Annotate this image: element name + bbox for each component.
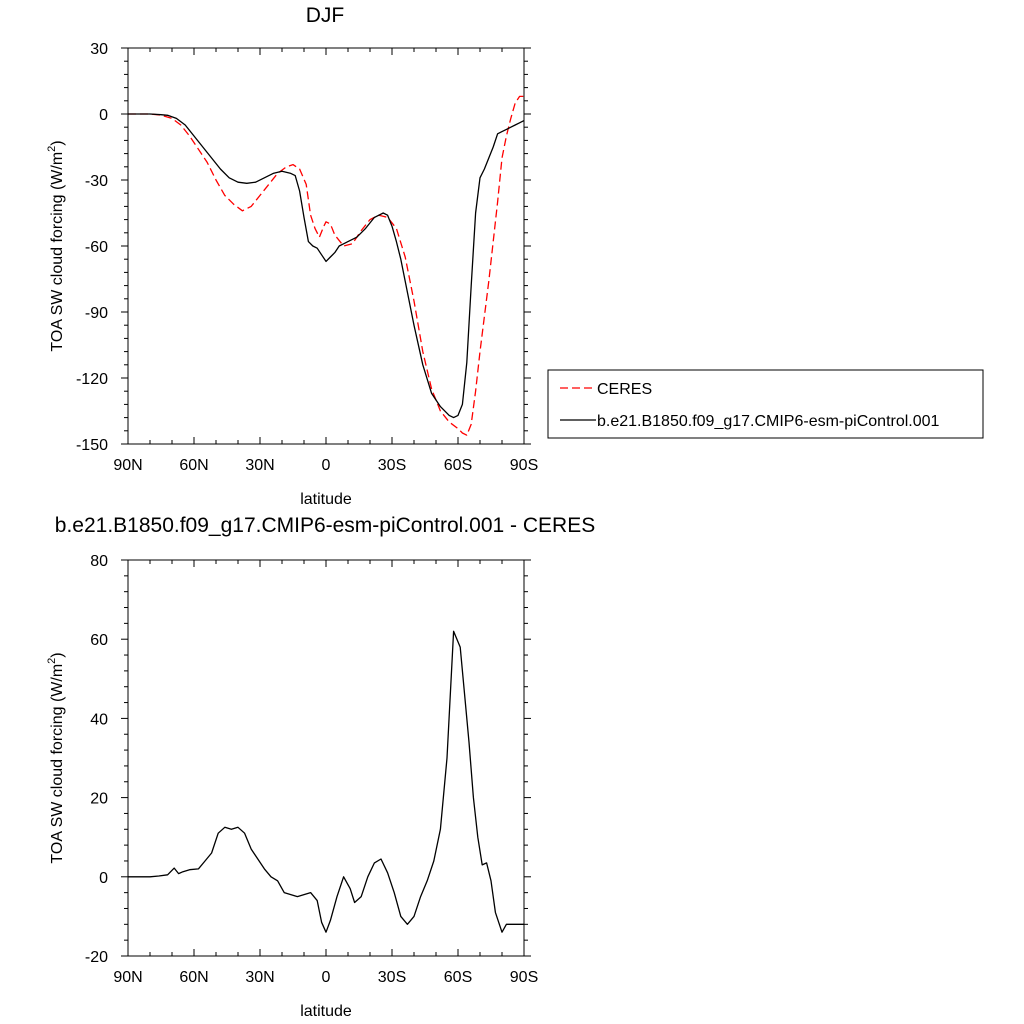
top-x-tick-label: 30S xyxy=(378,457,406,474)
bottom-y-tick-label: 0 xyxy=(99,870,108,887)
bottom-y-tick-label: 20 xyxy=(90,791,108,808)
legend-label-ceres: CERES xyxy=(597,381,652,398)
top-y-tick-label: -60 xyxy=(85,239,108,256)
legend-box xyxy=(547,369,984,439)
bottom-y-tick-label: 80 xyxy=(90,553,108,570)
top-legend: CERES b.e21.B1850.f09_g17.CMIP6-esm-piCo… xyxy=(547,369,984,439)
top-plot-area: 90N 60N 30N 0 30S 60S 90S 30 0 -30 -60 -90 -120 -150 xyxy=(76,41,538,474)
bottom-y-axis-label-end: ) xyxy=(49,652,66,657)
top-y-tick-label: -30 xyxy=(85,173,108,190)
top-x-tick-label: 90N xyxy=(113,457,142,474)
top-y-tick-label: 30 xyxy=(90,41,108,58)
bottom-x-tick-label: 0 xyxy=(322,969,331,986)
bottom-y-tick-label: -20 xyxy=(85,949,108,966)
top-y-axis-label-text: TOA SW cloud forcing (W/m xyxy=(49,152,66,352)
top-y-axis-label-end: ) xyxy=(49,140,66,145)
bottom-plot-area: 90N 60N 30N 0 30S 60S 90S 80 60 40 20 0 -20 xyxy=(85,553,538,986)
top-y-tick-label: -90 xyxy=(85,305,108,322)
legend-label-model: b.e21.B1850.f09_g17.CMIP6-esm-piControl.… xyxy=(597,413,940,430)
top-y-tick-label: 0 xyxy=(99,107,108,124)
top-series-line-b xyxy=(128,113,525,419)
bottom-plot-frame xyxy=(127,559,525,957)
top-x-tick-label: 60S xyxy=(444,457,472,474)
top-y-tick-label: -150 xyxy=(76,437,108,454)
bottom-y-axis-label: TOA SW cloud forcing (W/m2) xyxy=(46,652,66,863)
top-x-tick-label: 30N xyxy=(245,457,274,474)
bottom-chart-title: b.e21.B1850.f09_g17.CMIP6-esm-piControl.… xyxy=(55,514,595,537)
top-plot-frame xyxy=(127,47,525,445)
svg-text:TOA SW cloud forcing (W/m2): TOA SW cloud forcing (W/m2) xyxy=(46,140,66,351)
bottom-x-tick-label: 30S xyxy=(378,969,406,986)
bottom-series-line-difference xyxy=(128,630,524,933)
bottom-x-axis-label: latitude xyxy=(300,1003,352,1020)
bottom-x-tick-label: 30N xyxy=(245,969,274,986)
top-chart-title: DJF xyxy=(306,4,345,27)
top-y-axis-label: TOA SW cloud forcing (W/m2) xyxy=(46,140,66,351)
bottom-y-tick-label: 60 xyxy=(90,632,108,649)
bottom-y-axis-label-text: TOA SW cloud forcing (W/m xyxy=(49,664,66,864)
bottom-x-tick-label: 60N xyxy=(179,969,208,986)
top-series-line-ceres xyxy=(128,95,524,436)
bottom-x-tick-label: 60S xyxy=(444,969,472,986)
bottom-y-axis-label-sup: 2 xyxy=(46,658,58,664)
top-x-axis-label: latitude xyxy=(300,491,352,508)
top-y-axis-label-sup: 2 xyxy=(46,146,58,152)
top-x-tick-label: 0 xyxy=(322,457,331,474)
bottom-y-tick-label: 40 xyxy=(90,711,108,728)
top-x-tick-label: 60N xyxy=(179,457,208,474)
top-y-tick-label: -120 xyxy=(76,371,108,388)
bottom-x-tick-label: 90S xyxy=(510,969,538,986)
bottom-x-tick-label: 90N xyxy=(113,969,142,986)
svg-text:TOA SW cloud forcing (W/m2): TOA SW cloud forcing (W/m2) xyxy=(46,652,66,863)
top-x-tick-label: 90S xyxy=(510,457,538,474)
